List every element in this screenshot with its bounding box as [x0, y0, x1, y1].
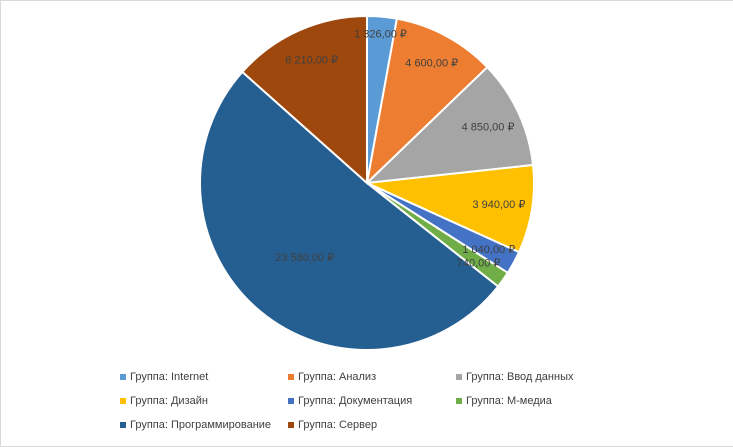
legend-swatch — [120, 374, 126, 380]
legend-label: Группа: Программирование — [130, 419, 272, 431]
pie-slice — [240, 14, 368, 186]
legend-item: Группа: Анализ — [288, 369, 456, 385]
data-label: 1 040,00 ₽ — [462, 244, 515, 256]
legend-label: Группа: Ввод данных — [466, 371, 574, 383]
data-label: 3 940,00 ₽ — [472, 199, 525, 211]
chart-border-left — [0, 0, 1, 447]
legend-item: Группа: Internet — [120, 369, 288, 385]
legend-swatch — [456, 374, 462, 380]
legend: Группа: Internet Группа: Анализ Группа: Вв… — [120, 369, 640, 433]
legend-swatch — [456, 398, 462, 404]
pie-slice — [363, 163, 535, 254]
data-label: 23 580,00 ₽ — [275, 252, 334, 264]
pie-slice — [365, 17, 489, 186]
legend-label: Группа: Сервер — [298, 419, 378, 431]
legend-item: Группа: Программирование — [120, 417, 288, 433]
pie-slice — [364, 65, 535, 185]
legend-label: Группа: М-медиа — [466, 395, 552, 407]
legend-item: Группа: Дизайн — [120, 393, 288, 409]
legend-label: Группа: Документация — [298, 395, 413, 407]
legend-label: Группа: Internet — [130, 371, 209, 383]
legend-label: Группа: Дизайн — [130, 395, 208, 407]
data-label: 4 600,00 ₽ — [405, 57, 458, 69]
legend-item: Группа: Сервер — [288, 417, 456, 433]
legend-item: Группа: Документация — [288, 393, 456, 409]
legend-swatch — [120, 422, 126, 428]
legend-swatch — [288, 422, 294, 428]
pie-slice — [199, 70, 500, 352]
legend-item: Группа: Ввод данных — [456, 369, 636, 385]
data-label: 4 850,00 ₽ — [462, 121, 515, 133]
data-label: 1 326,00 ₽ — [354, 28, 407, 40]
data-label: 740,00 ₽ — [457, 257, 501, 269]
legend-item: Группа: М-медиа — [456, 393, 636, 409]
chart-border-top — [0, 0, 733, 1]
legend-label: Группа: Анализ — [298, 371, 377, 383]
legend-swatch — [288, 374, 294, 380]
data-label: 6 210,00 ₽ — [285, 55, 338, 67]
legend-swatch — [120, 398, 126, 404]
legend-swatch — [288, 398, 294, 404]
